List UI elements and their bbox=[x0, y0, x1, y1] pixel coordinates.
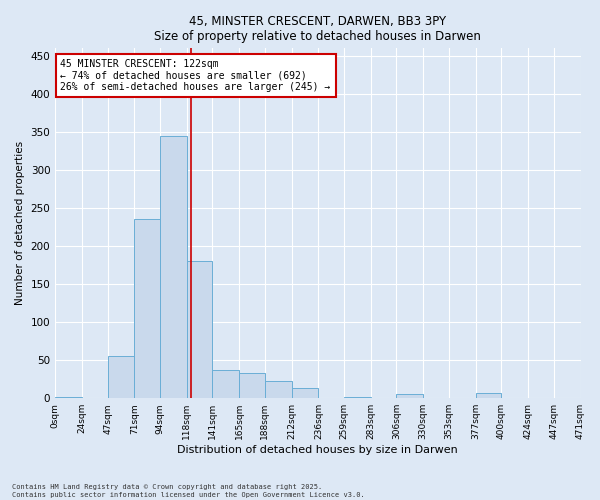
Bar bbox=[160, 136, 187, 398]
Bar bbox=[476, 393, 502, 398]
Bar bbox=[265, 382, 292, 398]
Bar bbox=[239, 373, 265, 398]
Title: 45, MINSTER CRESCENT, DARWEN, BB3 3PY
Size of property relative to detached hous: 45, MINSTER CRESCENT, DARWEN, BB3 3PY Si… bbox=[154, 15, 481, 43]
Bar bbox=[397, 394, 423, 398]
Bar bbox=[344, 396, 371, 398]
Bar bbox=[292, 388, 319, 398]
Text: Contains HM Land Registry data © Crown copyright and database right 2025.
Contai: Contains HM Land Registry data © Crown c… bbox=[12, 484, 365, 498]
Bar bbox=[107, 356, 134, 398]
Bar bbox=[134, 220, 160, 398]
Bar bbox=[212, 370, 239, 398]
Y-axis label: Number of detached properties: Number of detached properties bbox=[15, 141, 25, 306]
Bar bbox=[55, 396, 82, 398]
Bar bbox=[187, 262, 212, 398]
Text: 45 MINSTER CRESCENT: 122sqm
← 74% of detached houses are smaller (692)
26% of se: 45 MINSTER CRESCENT: 122sqm ← 74% of det… bbox=[61, 59, 331, 92]
X-axis label: Distribution of detached houses by size in Darwen: Distribution of detached houses by size … bbox=[178, 445, 458, 455]
